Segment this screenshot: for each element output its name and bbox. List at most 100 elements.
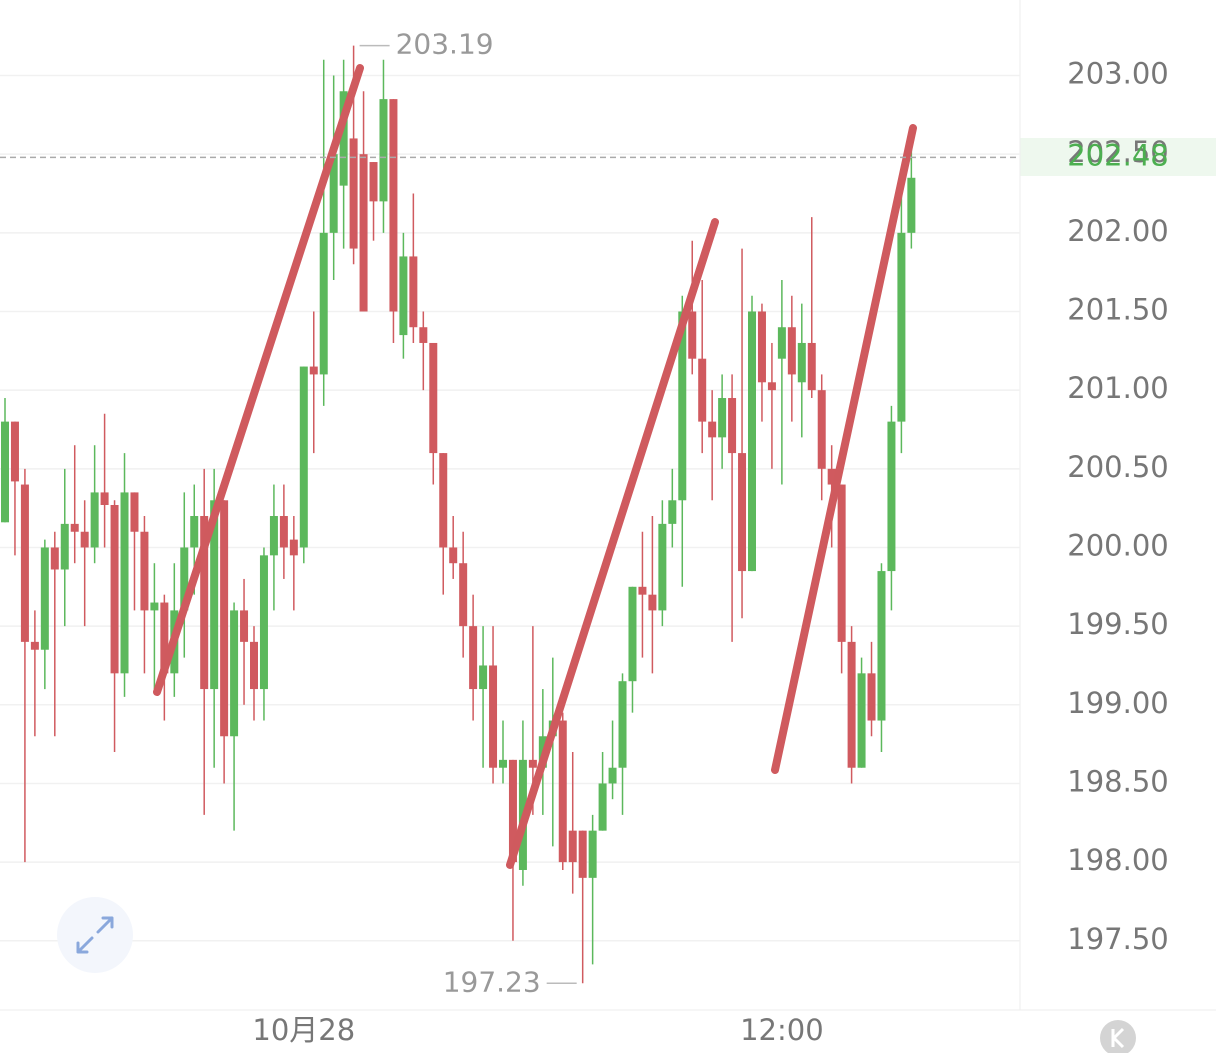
candle-body xyxy=(200,516,209,690)
candle-body xyxy=(469,626,478,690)
candle-body xyxy=(887,421,896,572)
trend-lines xyxy=(153,64,917,869)
candle-body xyxy=(30,641,39,650)
trend-line xyxy=(153,64,364,696)
candle-body xyxy=(658,523,667,611)
candle-body xyxy=(279,516,288,548)
candle-body xyxy=(558,720,567,863)
candle-body xyxy=(180,547,189,611)
max-label: 203.19 xyxy=(396,28,494,61)
candle-body xyxy=(220,500,229,737)
candle-body xyxy=(668,500,677,524)
candle-body xyxy=(479,665,488,690)
candle-body xyxy=(70,523,79,532)
y-tick-label: 198.50 xyxy=(1067,764,1168,798)
candle-body xyxy=(429,342,438,454)
y-tick-label: 200.00 xyxy=(1067,528,1168,562)
candle-body xyxy=(698,358,707,422)
y-tick-label: 201.50 xyxy=(1067,292,1168,326)
candle-body xyxy=(877,571,886,721)
candle-body xyxy=(837,484,846,642)
candle-body xyxy=(777,327,786,359)
y-tick-label: 203.00 xyxy=(1067,57,1168,91)
k-icon xyxy=(1111,1027,1125,1049)
candle-body xyxy=(728,398,737,454)
candle-body xyxy=(349,138,358,249)
candle-body xyxy=(708,421,717,438)
candle-body xyxy=(80,531,89,548)
candle-body xyxy=(618,681,627,768)
grid xyxy=(0,74,1020,942)
k-button[interactable] xyxy=(1100,1020,1136,1053)
candle-body xyxy=(588,830,597,878)
candle-body xyxy=(897,232,906,422)
candle-body xyxy=(319,232,328,375)
candle-body xyxy=(907,177,916,233)
candle-body xyxy=(100,492,109,505)
candle-body xyxy=(817,390,826,469)
x-tick-label: 10月28 xyxy=(252,1013,355,1047)
candle-body xyxy=(508,759,517,863)
candle-body xyxy=(499,759,507,768)
y-tick-label: 199.50 xyxy=(1067,607,1168,641)
candle-body xyxy=(638,586,647,595)
candle-body xyxy=(90,492,99,548)
candle-body xyxy=(160,602,169,674)
x-tick-label: 12:00 xyxy=(740,1013,824,1047)
last-price-highlight xyxy=(1020,138,1216,176)
candle-body xyxy=(688,311,697,359)
candle-body xyxy=(787,327,796,375)
candles xyxy=(1,45,916,984)
candle-body xyxy=(309,366,318,375)
y-tick-label: 197.50 xyxy=(1067,922,1168,956)
candle-body xyxy=(1,421,9,523)
y-tick-label: 201.00 xyxy=(1067,371,1168,405)
candle-body xyxy=(40,547,49,650)
candle-body xyxy=(678,311,687,501)
candle-body xyxy=(20,484,29,642)
candle-body xyxy=(399,256,408,336)
candle-body xyxy=(648,594,657,611)
candle-body xyxy=(578,830,587,878)
candle-body xyxy=(489,665,498,768)
candle-body xyxy=(130,492,139,532)
candle-body xyxy=(857,673,866,768)
candle-body xyxy=(339,91,348,186)
last-price-label: 202.48 xyxy=(1067,138,1168,172)
candle-body xyxy=(190,516,199,548)
y-tick-label: 198.00 xyxy=(1067,843,1168,877)
candle-body xyxy=(120,492,129,674)
candle-body xyxy=(379,99,388,202)
candle-body xyxy=(608,767,617,784)
candle-body xyxy=(827,468,836,485)
candle-body xyxy=(847,641,856,768)
candle-body xyxy=(269,516,278,556)
labels: 197.50 198.00 198.50 199.00 199.50 200.00 200.… xyxy=(0,28,1169,1047)
candle-body xyxy=(748,311,756,572)
candle-body xyxy=(757,311,766,383)
candle-body xyxy=(409,256,418,328)
expand-icon xyxy=(76,916,114,954)
expand-button[interactable] xyxy=(57,897,133,973)
candle-body xyxy=(289,539,298,556)
candle-body xyxy=(568,830,577,863)
candle-body xyxy=(10,421,19,482)
candle-body xyxy=(439,453,448,548)
candle-body xyxy=(60,523,69,570)
candle-body xyxy=(359,154,368,312)
candle-body xyxy=(807,342,816,391)
y-tick-label: 200.50 xyxy=(1067,450,1168,484)
candle-body xyxy=(329,154,338,233)
candle-body xyxy=(50,547,59,570)
candle-body xyxy=(259,555,268,690)
min-label: 197.23 xyxy=(443,965,541,998)
y-tick-label: 199.00 xyxy=(1067,686,1168,720)
candle-body xyxy=(767,382,776,391)
candle-body xyxy=(240,610,249,642)
candle-body xyxy=(230,610,239,737)
candle-body xyxy=(419,327,428,343)
candle-body xyxy=(598,783,607,831)
y-tick-label: 202.00 xyxy=(1067,214,1168,248)
candle-body xyxy=(738,453,747,572)
